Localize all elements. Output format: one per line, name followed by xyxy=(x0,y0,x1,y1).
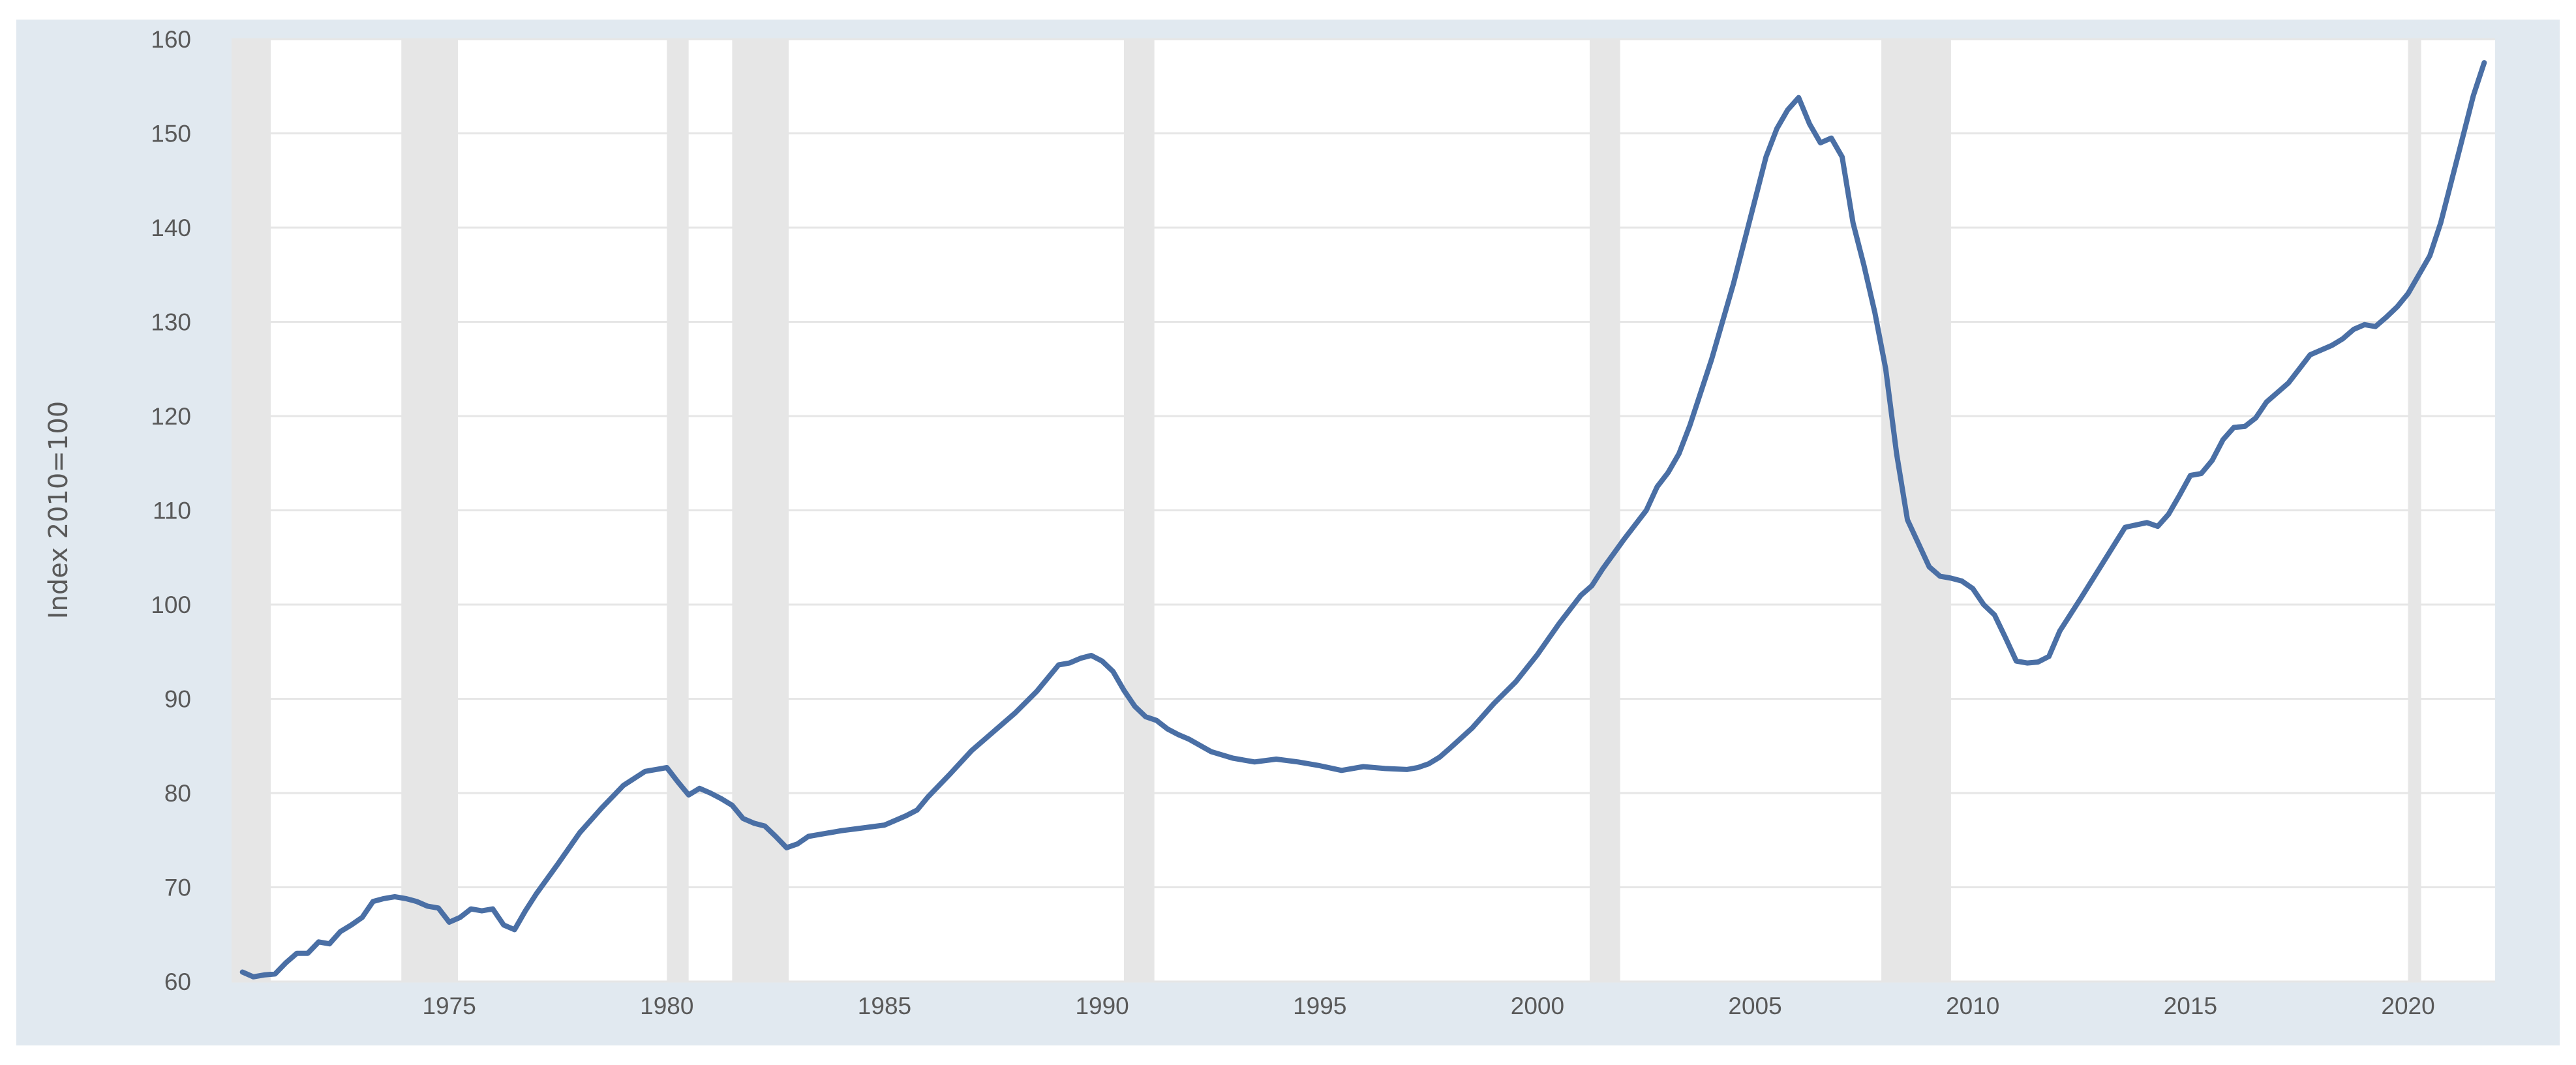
x-tick-label: 2005 xyxy=(1728,993,1781,1019)
x-tick-label: 2000 xyxy=(1511,993,1564,1019)
y-tick-label: 100 xyxy=(151,592,191,618)
x-tick-label: 1995 xyxy=(1293,993,1346,1019)
y-tick-label: 160 xyxy=(151,26,191,53)
y-axis-ticks: 60 70 80 90 100 110 120 130 140 150 160 xyxy=(151,26,191,995)
x-tick-label: 1980 xyxy=(640,993,693,1019)
x-tick-label: 2010 xyxy=(1946,993,1999,1019)
x-tick-label: 2015 xyxy=(2164,993,2217,1019)
x-tick-label: 1985 xyxy=(858,993,911,1019)
y-tick-label: 90 xyxy=(164,686,191,713)
gridlines xyxy=(232,38,2495,983)
y-tick-label: 140 xyxy=(151,215,191,241)
x-tick-label: 1975 xyxy=(422,993,476,1019)
y-tick-label: 60 xyxy=(164,968,191,995)
y-tick-label: 150 xyxy=(151,121,191,147)
y-tick-label: 70 xyxy=(164,875,191,901)
y-axis-title: Index 2010=100 xyxy=(44,401,74,620)
x-tick-label: 1990 xyxy=(1075,993,1129,1019)
y-tick-label: 130 xyxy=(151,309,191,336)
y-tick-label: 80 xyxy=(164,780,191,807)
y-tick-label: 110 xyxy=(153,498,191,524)
series-line xyxy=(239,60,2487,980)
series-layer xyxy=(239,60,2487,980)
x-axis-ticks: 1975 1980 1985 1990 1995 2000 2005 2010 2015 2020 xyxy=(422,993,2434,1019)
chart-frame: 60 70 80 90 100 110 120 130 140 150 160 1975 1980 19… xyxy=(16,20,2560,1045)
x-tick-label: 2020 xyxy=(2381,993,2434,1019)
y-tick-label: 120 xyxy=(151,403,191,430)
